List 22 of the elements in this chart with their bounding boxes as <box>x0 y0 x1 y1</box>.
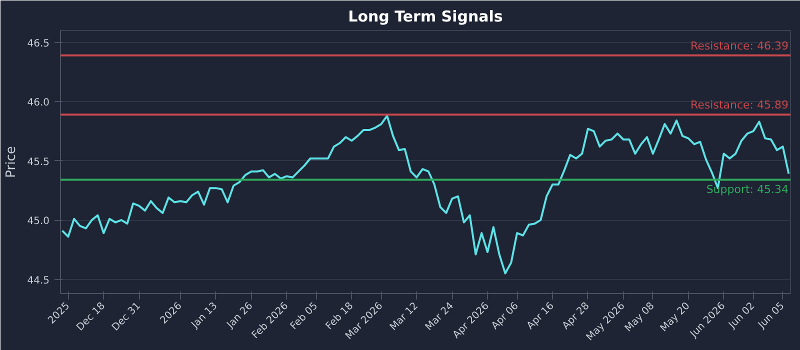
y-tick-label: 44.5 <box>27 275 50 286</box>
x-tick-label: Apr 16 <box>525 300 556 332</box>
x-tick-label: Dec 31 <box>110 300 143 334</box>
x-tick-label: Apr 28 <box>560 300 592 332</box>
x-tick-label: Feb 05 <box>288 300 320 332</box>
x-tick-label: Jan 13 <box>189 300 220 332</box>
y-tick-label: 46.5 <box>27 38 50 50</box>
y-tick-label: 45.0 <box>27 216 50 228</box>
y-axis-title: Price <box>4 146 20 178</box>
x-tick-label: Jun 05 <box>756 300 787 332</box>
x-tick-label: Mar 12 <box>388 300 421 333</box>
x-tick-label: Jan 26 <box>224 300 256 332</box>
y-tick-label: 46.0 <box>27 98 50 109</box>
ref-line-label: Support: 45.34 <box>706 182 789 196</box>
line-series <box>61 114 790 274</box>
y-tick-label: 45.5 <box>27 156 50 168</box>
x-tick-label: Dec 18 <box>74 300 108 334</box>
chart-title: Long Term Signals <box>348 8 503 26</box>
ref-line-label: Resistance: 46.39 <box>690 39 788 52</box>
x-tick-label: Jun 02 <box>726 300 758 332</box>
x-tick-label: Apr 06 <box>490 300 521 332</box>
ref-line-label: Resistance: 45.89 <box>690 98 788 112</box>
